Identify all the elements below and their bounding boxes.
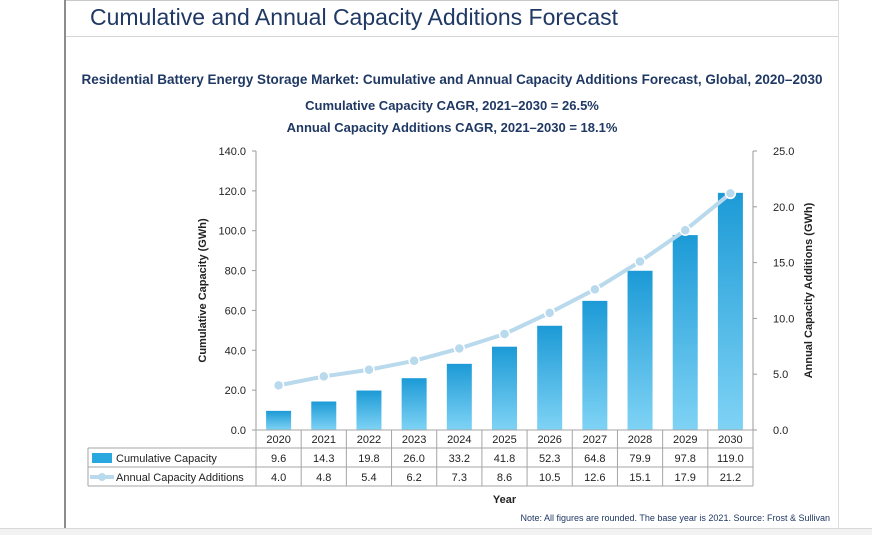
point-annual-2020 — [272, 379, 285, 392]
x-tick-label-2030: 2030 — [718, 434, 742, 446]
table-cell-annual-2025: 8.6 — [497, 472, 512, 484]
x-tick-label-2025: 2025 — [492, 434, 516, 446]
point-annual-2023 — [408, 355, 420, 367]
point-annual-2029 — [679, 224, 691, 236]
cagr-annual: Annual Capacity Additions CAGR, 2021–203… — [286, 120, 618, 135]
legend-label-annual: Annual Capacity Additions — [116, 472, 244, 484]
table-cell-annual-2027: 12.6 — [584, 472, 605, 484]
left-axis-tick-label: 100.0 — [218, 226, 246, 238]
point-annual-2021 — [318, 370, 330, 383]
point-annual-2026 — [543, 307, 556, 319]
chart-subtitle: Residential Battery Energy Storage Marke… — [81, 72, 823, 87]
page-heading: Cumulative and Annual Capacity Additions… — [90, 4, 619, 30]
right-axis-tick-label: 25.0 — [773, 146, 794, 158]
left-axis-tick-label: 120.0 — [218, 186, 246, 198]
footnote: Note: All figures are rounded. The base … — [520, 513, 830, 523]
table-cell-cumulative-2025: 41.8 — [494, 453, 515, 465]
legend-swatch-cumulative — [92, 453, 112, 463]
bar-cumulative-2028 — [627, 270, 653, 430]
table-cell-cumulative-2023: 26.0 — [403, 453, 424, 465]
bar-cumulative-2024 — [446, 363, 472, 430]
table-cell-annual-2028: 15.1 — [629, 472, 650, 484]
left-axis-tick-label: 0.0 — [231, 425, 246, 437]
left-axis-tick-label: 60.0 — [225, 305, 246, 317]
table-cell-cumulative-2027: 64.8 — [584, 453, 605, 465]
x-tick-label-2028: 2028 — [628, 434, 652, 446]
x-tick-label-2024: 2024 — [447, 434, 471, 446]
x-tick-label-2023: 2023 — [402, 434, 426, 446]
table-cell-cumulative-2029: 97.8 — [675, 453, 696, 465]
right-axis-tick-label: 0.0 — [773, 425, 788, 437]
right-axis-tick-label: 5.0 — [773, 369, 788, 381]
right-axis-tick-label: 15.0 — [773, 258, 794, 270]
table-cell-cumulative-2022: 19.8 — [358, 453, 379, 465]
x-tick-label-2027: 2027 — [583, 434, 607, 446]
left-axis-title: Cumulative Capacity (GWh) — [197, 218, 209, 363]
right-axis-title: Annual Capacity Additions (GWh) — [803, 202, 815, 378]
heading-divider — [66, 36, 838, 37]
bar-cumulative-2025 — [492, 346, 517, 430]
bar-cumulative-2029 — [672, 235, 698, 430]
bar-cumulative-2027 — [582, 300, 608, 430]
left-axis-tick-label: 40.0 — [225, 345, 246, 357]
table-cell-annual-2022: 5.4 — [361, 472, 376, 484]
table-cell-annual-2020: 4.0 — [271, 472, 286, 484]
x-tick-label-2026: 2026 — [537, 434, 561, 446]
point-annual-2028 — [634, 255, 646, 268]
point-annual-2024 — [453, 342, 466, 355]
x-tick-label-2020: 2020 — [266, 434, 290, 446]
frame-bottom-border — [0, 528, 872, 535]
left-axis-tick-label: 80.0 — [225, 266, 246, 278]
right-axis-tick-label: 20.0 — [773, 202, 794, 214]
table-cell-annual-2021: 4.8 — [316, 472, 331, 484]
table-cell-annual-2030: 21.2 — [720, 472, 741, 484]
x-tick-label-2022: 2022 — [357, 434, 381, 446]
frame-top-border — [66, 0, 838, 5]
table-cell-cumulative-2021: 14.3 — [313, 453, 334, 465]
legend-label-cumulative: Cumulative Capacity — [116, 453, 217, 465]
table-cell-cumulative-2028: 79.9 — [629, 453, 650, 465]
frame-right-border — [838, 0, 839, 534]
table-cell-annual-2026: 10.5 — [539, 472, 560, 484]
bar-cumulative-2021 — [311, 401, 337, 430]
x-tick-label-2029: 2029 — [673, 434, 697, 446]
point-annual-2022 — [363, 363, 375, 376]
x-axis-title: Year — [493, 494, 517, 506]
frame-left-border — [64, 0, 66, 534]
x-tick-label-2021: 2021 — [312, 434, 336, 446]
bar-cumulative-2026 — [537, 325, 563, 430]
table-cell-cumulative-2026: 52.3 — [539, 453, 560, 465]
bar-cumulative-2023 — [401, 378, 427, 430]
table-cell-annual-2029: 17.9 — [675, 472, 696, 484]
point-annual-2025 — [498, 328, 511, 340]
cagr-cumulative: Cumulative Capacity CAGR, 2021–2030 = 26… — [305, 98, 599, 113]
bar-cumulative-2020 — [266, 410, 292, 430]
right-axis-tick-label: 10.0 — [773, 313, 794, 325]
point-annual-2027 — [589, 283, 601, 296]
table-cell-annual-2023: 6.2 — [406, 472, 421, 484]
legend-swatch-annual-marker — [98, 473, 106, 481]
left-axis-tick-label: 140.0 — [218, 146, 246, 158]
left-axis-tick-label: 20.0 — [225, 385, 246, 397]
bar-cumulative-2030 — [717, 192, 743, 430]
table-cell-cumulative-2024: 33.2 — [449, 453, 470, 465]
table-cell-cumulative-2020: 9.6 — [271, 453, 286, 465]
point-annual-2030 — [724, 187, 737, 200]
table-cell-cumulative-2030: 119.0 — [717, 453, 744, 465]
bar-cumulative-2022 — [356, 390, 382, 430]
table-cell-annual-2024: 7.3 — [452, 472, 467, 484]
